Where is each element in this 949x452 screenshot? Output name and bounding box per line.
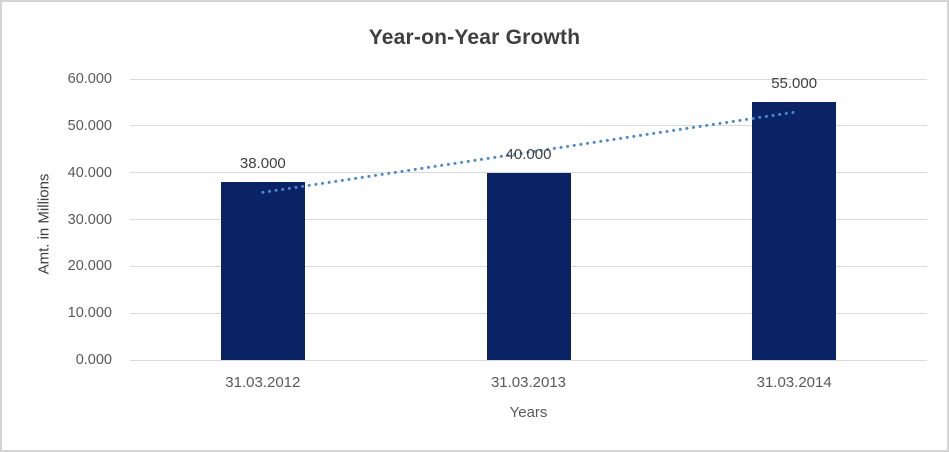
bar xyxy=(486,172,571,360)
y-axis-tick-label: 10.000 xyxy=(67,305,112,322)
x-axis-title: Years xyxy=(509,404,548,421)
y-axis-tick-label: 30.000 xyxy=(67,211,112,228)
bar-data-label: 40.000 xyxy=(505,145,552,163)
y-axis-tick-label: 40.000 xyxy=(67,164,112,181)
y-axis-tick-label: 50.000 xyxy=(67,117,112,134)
chart-title: Year-on-Year Growth xyxy=(368,26,581,49)
gridline xyxy=(130,78,927,80)
bar-data-label: 38.000 xyxy=(239,155,286,173)
x-axis-category-label: 31.03.2013 xyxy=(490,374,567,391)
bar xyxy=(220,182,305,360)
y-axis-tick-label: 20.000 xyxy=(67,258,112,275)
x-axis-category-label: 31.03.2014 xyxy=(756,374,832,391)
bar-data-label: 55.000 xyxy=(771,75,818,93)
y-axis-tick-label: 0.000 xyxy=(75,352,112,368)
bar xyxy=(752,102,837,360)
x-axis-category-label: 31.03.2012 xyxy=(225,374,301,391)
y-axis-title: Amt. in Millions xyxy=(35,173,53,275)
y-axis-tick-label: 60.000 xyxy=(67,71,112,87)
gridline xyxy=(130,359,927,361)
